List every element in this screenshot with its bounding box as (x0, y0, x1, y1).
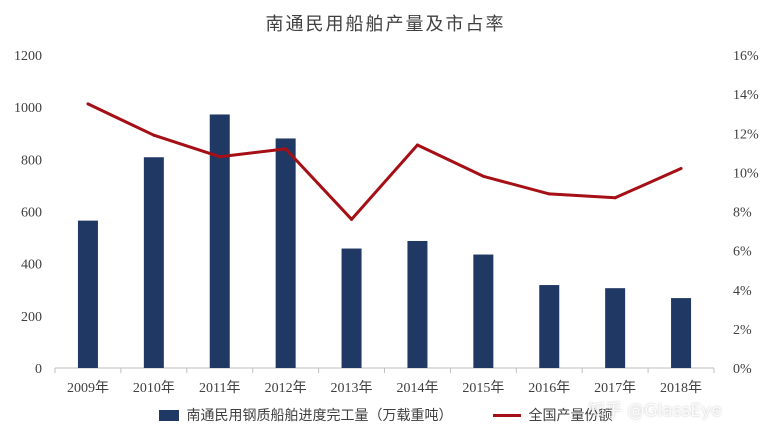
x-tick-label: 2013年 (331, 380, 373, 396)
bar (407, 240, 428, 368)
x-tick-label: 2009年 (67, 380, 109, 396)
bar (539, 285, 560, 368)
y-right-tick-label: 0% (733, 362, 752, 377)
line-point (481, 174, 485, 178)
y-right-tick-label: 8% (733, 206, 752, 221)
chart-legend: 南通民用钢质船舶进度完工量（万载重吨） 全国产量份额 (0, 405, 771, 425)
y-left-tick-label: 1200 (14, 49, 42, 64)
line-point (613, 196, 617, 200)
bar (77, 220, 98, 368)
x-tick-label: 2016年 (528, 380, 570, 396)
y-right-tick-label: 16% (733, 49, 759, 64)
y-left-tick-label: 0 (35, 362, 42, 377)
legend-label-bars: 南通民用钢质船舶进度完工量（万载重吨） (186, 408, 453, 424)
y-right-tick-label: 10% (733, 166, 759, 181)
line-point (86, 102, 90, 106)
x-tick-label: 2015年 (462, 380, 504, 396)
y-left-tick-label: 800 (21, 153, 42, 168)
y-right-tick-label: 2% (733, 323, 752, 338)
bar (209, 114, 230, 368)
bar (143, 157, 164, 368)
line-point (679, 166, 683, 170)
bar (605, 288, 626, 368)
bar (275, 138, 296, 368)
y-left-tick-label: 1000 (14, 101, 42, 116)
line-point (152, 133, 156, 137)
legend-label-line: 全国产量份额 (528, 408, 613, 424)
x-tick-label: 2010年 (133, 380, 175, 396)
x-tick-label: 2018年 (660, 380, 702, 396)
line-point (547, 192, 551, 196)
line-point (284, 147, 288, 151)
bar (473, 254, 494, 368)
line-point (350, 217, 354, 221)
y-left-tick-label: 600 (21, 206, 42, 221)
chart-title: 南通民用船舶产量及市占率 (265, 14, 506, 35)
line-point (218, 155, 222, 159)
bar (671, 298, 692, 368)
legend-item-bars: 南通民用钢质船舶进度完工量（万载重吨） (158, 405, 453, 425)
legend-swatch-bars (158, 409, 179, 421)
legend-item-line: 全国产量份额 (492, 405, 613, 425)
x-tick-label: 2017年 (594, 380, 636, 396)
y-left-tick-label: 400 (21, 258, 42, 273)
x-tick-label: 2014年 (396, 380, 438, 396)
share-line (87, 102, 682, 221)
x-tick-label: 2011年 (199, 380, 240, 396)
watermark-text: 知乎 @GlassEye (588, 401, 722, 421)
y-right-tick-label: 4% (733, 284, 752, 299)
y-right-tick-label: 12% (733, 127, 759, 142)
legend-swatch-line (492, 413, 521, 417)
y-left-tick-label: 200 (21, 310, 42, 325)
y-right-tick-label: 14% (733, 88, 759, 103)
bar (341, 248, 362, 368)
y-right-tick-label: 6% (733, 245, 752, 260)
x-tick-label: 2012年 (265, 380, 307, 396)
line-point (415, 143, 419, 147)
